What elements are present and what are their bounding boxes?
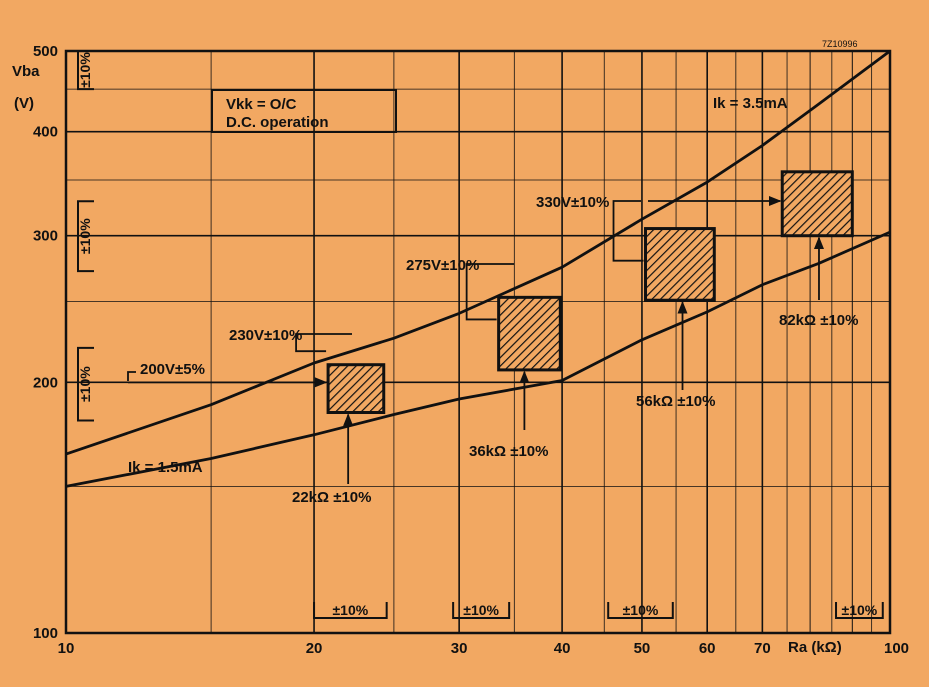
ra-label: 82kΩ ±10%	[779, 312, 858, 329]
y-tick-label: 200	[33, 374, 58, 391]
tolerance-box	[326, 363, 386, 414]
condition-line-2: D.C. operation	[226, 114, 329, 131]
ra-label: 36kΩ ±10%	[469, 443, 548, 460]
y-tick-label: 100	[33, 625, 58, 642]
v200-label: 200V±5%	[140, 361, 205, 378]
tolerance-box	[497, 295, 562, 372]
plot-frame	[64, 49, 892, 635]
x-tolerance-bracket	[452, 602, 511, 619]
tolerance-box	[780, 170, 854, 238]
y-tolerance-label: ±10%	[77, 366, 93, 402]
x-tolerance-label: ±10%	[463, 602, 499, 618]
series-label-3-5mA: Ik = 3.5mA	[713, 95, 788, 112]
figure-code: 7Z10996	[822, 39, 858, 49]
grid	[66, 51, 890, 633]
x-tolerance-bracket	[313, 602, 388, 619]
x-tolerance-label: ±10%	[842, 602, 878, 618]
annotations: 22kΩ ±10% 36kΩ ±10% 56kΩ ±10% 82kΩ ±10% 230V…	[127, 194, 858, 506]
y-tolerance-bracket	[77, 50, 94, 91]
x-tolerance-label: ±10%	[623, 602, 659, 618]
x-tick-label: 70	[754, 640, 771, 657]
x-tick-label: 10	[58, 640, 75, 657]
conditions-box	[211, 89, 397, 133]
condition-line-1: Vkk = O/C	[226, 96, 297, 113]
y-tick-labels: 100 200 300 400 500	[33, 43, 58, 642]
x-tick-label: 60	[699, 640, 716, 657]
x-tick-labels: 10 20 30 40 50 60 70 100	[58, 640, 909, 657]
series-line-1	[65, 49, 891, 456]
y-axis-label-line-2: (V)	[14, 95, 34, 112]
v-arrow	[465, 263, 514, 321]
v-arrow	[295, 333, 352, 353]
y-tolerance-label: ±10%	[77, 218, 93, 254]
x-tolerance-bracket	[607, 602, 674, 619]
x-tick-label: 100	[884, 640, 909, 657]
v-label: 275V±10%	[406, 257, 479, 274]
ra-label: 56kΩ ±10%	[636, 393, 715, 410]
tolerance-box	[644, 227, 716, 302]
tolerance-brackets: ±10% ±10% ±10% ±10% ±10% ±10% ±10%	[77, 50, 884, 619]
x-tick-label: 30	[451, 640, 468, 657]
series-label-1-5mA: Ik = 1.5mA	[128, 459, 203, 476]
series-line-2	[65, 230, 891, 488]
curves: Ik = 3.5mA Ik = 1.5mA	[65, 49, 891, 488]
y-tolerance-bracket	[77, 346, 94, 422]
v-arrow	[612, 200, 644, 262]
y-tolerance-bracket	[77, 200, 94, 273]
v-label: 230V±10%	[229, 327, 302, 344]
x-tick-label: 20	[306, 640, 323, 657]
y-tick-label: 500	[33, 43, 58, 60]
v-label: 330V±10%	[536, 194, 609, 211]
x-tick-label: 50	[634, 640, 651, 657]
y-tick-label: 400	[33, 124, 58, 141]
y-tick-label: 300	[33, 228, 58, 245]
ra-label: 22kΩ ±10%	[292, 489, 371, 506]
x-axis-label: Ra (kΩ)	[788, 639, 842, 656]
x-tick-label: 40	[554, 640, 571, 657]
tolerance-boxes	[326, 170, 854, 414]
x-tolerance-bracket	[835, 602, 884, 619]
v200-bracket	[127, 371, 136, 381]
x-tolerance-label: ±10%	[333, 602, 369, 618]
y-tolerance-label: ±10%	[77, 52, 93, 88]
y-axis-label-line-1: Vba	[12, 63, 40, 80]
